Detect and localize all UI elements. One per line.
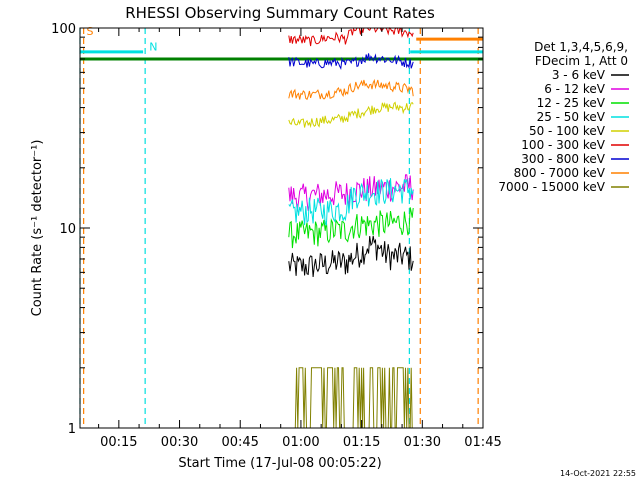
series-line — [288, 27, 414, 47]
series-line — [288, 53, 414, 71]
series-line — [288, 235, 414, 278]
x-tick-label: 01:30 — [404, 435, 441, 450]
timestamp: 14-Oct-2021 22:55 — [560, 469, 636, 478]
legend-entry-label: 50 - 100 keV — [529, 124, 606, 138]
series-line — [288, 78, 414, 101]
legend-header: Det 1,3,4,5,6,9, — [534, 40, 628, 54]
x-axis-label: Start Time (17-Jul-08 00:05:22) — [178, 456, 381, 471]
legend-entry-label: 6 - 12 keV — [544, 82, 606, 96]
legend-entry-label: 800 - 7000 keV — [514, 166, 606, 180]
legend-header: FDecim 1, Att 0 — [535, 54, 628, 68]
legend: Det 1,3,4,5,6,9,FDecim 1, Att 03 - 6 keV… — [498, 40, 629, 194]
series-line — [288, 207, 414, 249]
state-label: N — [149, 41, 157, 54]
y-axis-label: Count Rate (s⁻¹ detector⁻¹) — [30, 140, 45, 317]
x-tick-label: 01:00 — [282, 435, 319, 450]
y-axis: 1 10 100 — [51, 22, 483, 437]
x-tick-label: 01:15 — [343, 435, 380, 450]
x-tick-label: 00:15 — [100, 435, 137, 450]
y-tick-label: 100 — [51, 22, 76, 37]
legend-entry-label: 25 - 50 keV — [537, 110, 606, 124]
legend-entry-label: 300 - 800 keV — [521, 152, 605, 166]
y-tick-label: 1 — [68, 422, 76, 437]
chart-title: RHESSI Observing Summary Count Rates — [125, 4, 435, 22]
legend-entry-label: 12 - 25 keV — [537, 96, 606, 110]
reference-lines: SN — [79, 25, 483, 428]
series-line — [292, 367, 414, 429]
x-tick-label: 00:30 — [161, 435, 198, 450]
x-axis: 00:15 00:30 00:45 01:00 01:15 01:30 01:45 — [98, 28, 502, 450]
x-tick-label: 00:45 — [221, 435, 258, 450]
legend-entry-label: 7000 - 15000 keV — [498, 180, 605, 194]
plot-frame — [79, 27, 484, 429]
legend-entry-label: 100 - 300 keV — [521, 138, 605, 152]
x-tick-label: 01:45 — [464, 435, 501, 450]
state-label: S — [86, 25, 93, 38]
series-line — [288, 178, 414, 226]
series-line — [288, 101, 414, 129]
legend-entry-label: 3 - 6 keV — [552, 68, 606, 82]
series-lines — [288, 27, 414, 429]
y-tick-label: 10 — [59, 222, 76, 237]
